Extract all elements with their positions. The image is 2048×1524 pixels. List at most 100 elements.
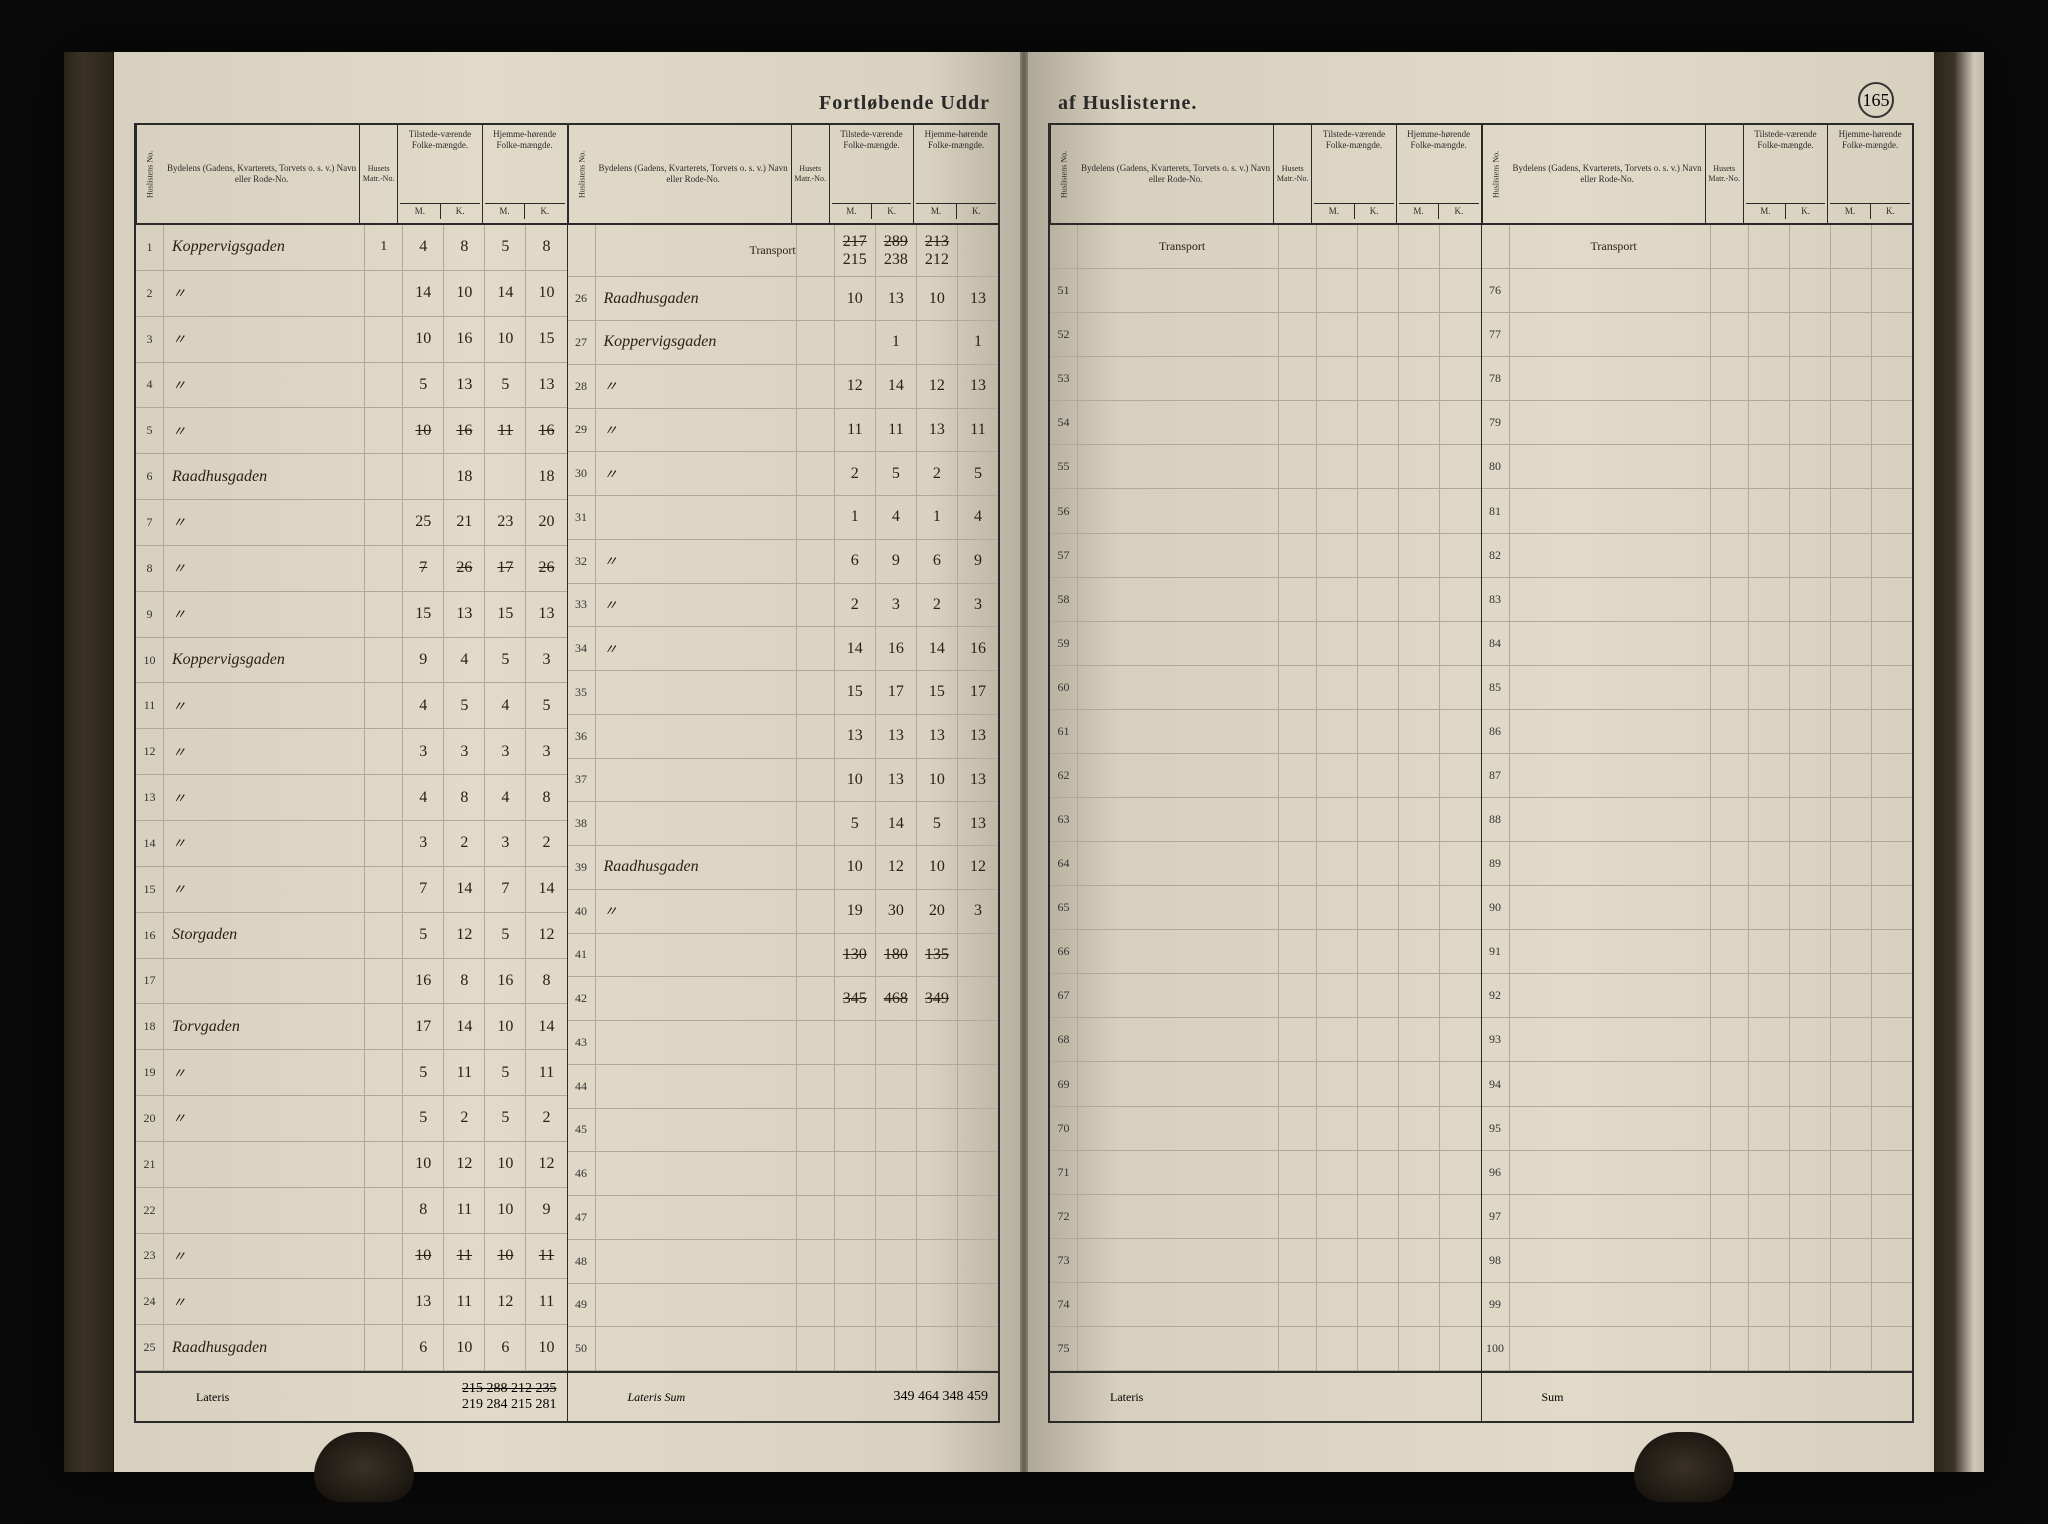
cell-value: 12 [917,365,958,408]
cell-value [1749,313,1790,356]
cell-matr [365,1234,403,1279]
cell-value [1831,798,1872,841]
cell-value: 5 [835,802,876,845]
cell-matr [1711,710,1749,753]
cell-streetname [1510,930,1711,973]
cell-value: 10 [444,271,485,316]
cell-value: 11 [444,1234,485,1279]
cell-value [1749,1195,1790,1238]
cell-streetname [164,1142,365,1187]
cell-value [1317,578,1358,621]
cell-value: 2 [835,584,876,627]
table-row: 9 〃 15131513 [136,592,567,638]
cell-streetname: 〃 [164,1279,365,1324]
cell-streetname [596,671,797,714]
table-row: 92 [1482,974,1913,1018]
cell-rownum: 68 [1050,1018,1078,1061]
cell-value [917,321,958,364]
cell-rownum: 51 [1050,269,1078,312]
cell-value: 3 [958,890,998,933]
cell-streetname [1078,886,1279,929]
cell-streetname: 〃 [164,1096,365,1141]
ledger-block-4: Huslistens No. Bydelens (Gadens, Kvarter… [1482,125,1913,1421]
cell-value: 5 [917,802,958,845]
cell-value [917,1021,958,1064]
table-row: 3 〃 10161015 [136,317,567,363]
cell-value: 468 [876,977,917,1020]
col-header-name: Bydelens (Gadens, Kvarterets, Torvets o.… [164,125,360,223]
cell-value [1399,930,1440,973]
cell-streetname [1510,1195,1711,1238]
cell-matr: 1 [365,225,403,270]
cell-matr [797,496,835,539]
cell-value [1317,1283,1358,1326]
cell-rownum: 10 [136,638,164,683]
cell-value [1399,842,1440,885]
cell-value [1831,489,1872,532]
cell-matr [1711,842,1749,885]
cell-rownum: 98 [1482,1239,1510,1282]
cell-value: 11 [526,1234,566,1279]
cell-streetname [1510,313,1711,356]
cell-rownum: 65 [1050,886,1078,929]
cell-value: 10 [485,1004,526,1049]
cell-rownum: 24 [136,1279,164,1324]
cell-matr [797,802,835,845]
cell-value: 14 [526,1004,566,1049]
cell-value [1831,930,1872,973]
table-row: 79 [1482,401,1913,445]
cell-rownum: 33 [568,584,596,627]
cell-value: 10 [917,277,958,320]
cell-value [1872,754,1912,797]
cell-value [1749,886,1790,929]
cell-streetname [1078,1239,1279,1282]
table-row: 26 Raadhusgaden 10131013 [568,277,999,321]
col-header-name: Bydelens (Gadens, Kvarterets, Torvets o.… [1510,125,1706,223]
cell-value: 11 [485,408,526,453]
cell-streetname [1510,1327,1711,1370]
cell-value [917,1109,958,1152]
cell-rownum: 3 [136,317,164,362]
table-row: 37 10131013 [568,759,999,803]
cell-matr [1279,1062,1317,1105]
cell-value: 1 [958,321,998,364]
transport-label: Transport [596,225,797,276]
cell-value: 15 [526,317,566,362]
cell-value: 10 [835,759,876,802]
cell-streetname [1078,489,1279,532]
cell-value: 5 [526,683,566,728]
cell-matr [365,363,403,408]
cell-matr [1711,886,1749,929]
cell-value: 3 [876,584,917,627]
cell-streetname [1510,357,1711,400]
table-row: 41 130180135 [568,934,999,978]
cell-value: 5 [403,913,444,958]
cell-streetname [1510,842,1711,885]
cell-matr [797,584,835,627]
cell-value: 10 [485,1142,526,1187]
cell-rownum: 53 [1050,357,1078,400]
cell-value [1790,534,1831,577]
cell-matr [797,890,835,933]
header-row: Huslistens No. Bydelens (Gadens, Kvarter… [136,125,567,225]
cell-rownum: 85 [1482,666,1510,709]
ledger-block-1: Huslistens No. Bydelens (Gadens, Kvarter… [136,125,568,1421]
ledger-left: Huslistens No. Bydelens (Gadens, Kvarter… [134,123,1000,1423]
cell-matr [1279,489,1317,532]
cell-streetname [1078,710,1279,753]
cell-matr [365,775,403,820]
cell-value [1317,754,1358,797]
cell-value [1790,1195,1831,1238]
cell-rownum: 71 [1050,1151,1078,1194]
cell-value: 345 [835,977,876,1020]
cell-rownum: 99 [1482,1283,1510,1326]
cell-matr [1279,1195,1317,1238]
cell-value: 2 [444,821,485,866]
table-row: 87 [1482,754,1913,798]
table-row: 50 [568,1327,999,1371]
cell-value: 9 [403,638,444,683]
cell-value [835,1021,876,1064]
cell-value: 2 [444,1096,485,1141]
cell-value [1358,1283,1399,1326]
cell-value [1831,269,1872,312]
